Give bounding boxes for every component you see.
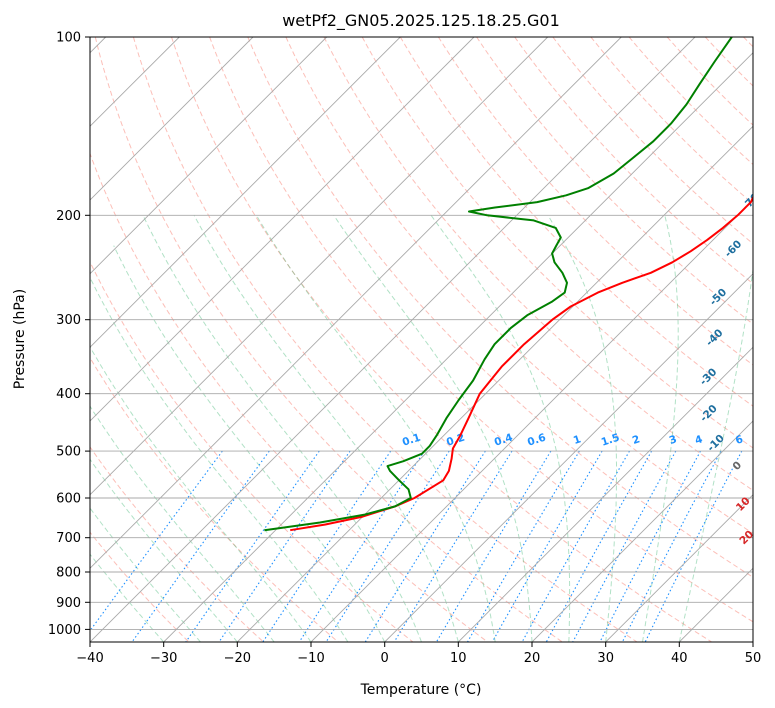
moist-adiabat-line [90,405,275,642]
mixing-ratio-line [545,450,653,642]
y-tick-label: 1000 [48,623,81,638]
mixing-ratio-label: 1.5 [600,432,621,449]
background-lines [90,37,753,642]
x-axis-title: Temperature (°C) [360,682,482,698]
y-tick-label: 800 [56,566,81,581]
dewpoint-profile-line [264,37,733,532]
isotherm-line [90,37,475,422]
moist-adiabat-line [430,215,571,642]
y-tick-label: 700 [56,531,81,546]
x-tick-label: 50 [745,651,762,666]
mixing-ratio-line [491,450,603,642]
mixing-ratio-line [218,450,351,642]
y-tick-label: 600 [56,492,81,507]
dry-adiabat-line [552,37,753,245]
isotherm-line [752,641,753,642]
y-tick-label: 100 [56,31,81,46]
isotherm-line [605,494,753,642]
x-tick-label: 0 [381,651,389,666]
dry-adiabat-line [132,37,638,642]
y-tick-label: 200 [56,209,81,224]
y-axis-title: Pressure (hPa) [12,289,28,389]
y-tick-label: 300 [56,313,81,328]
isotherm-line [90,37,254,201]
x-tick-label: −20 [224,651,251,666]
x-axis: −40 −30 −20 −10 0 10 20 30 40 50 [76,642,761,666]
isotherm-line [457,346,753,642]
x-tick-label: −10 [297,651,324,666]
mixing-ratio-line [393,450,513,642]
dry-adiabat-line [209,37,753,623]
mixing-ratio-line [521,450,630,642]
moist-adiabat-line [90,345,312,642]
plot-background [90,37,753,642]
mixing-ratio-line [185,450,320,642]
dry-adiabat-line [90,446,264,642]
dry-adiabat-line [628,37,753,166]
moist-adiabat-line [642,215,679,642]
moist-adiabat-line [255,215,496,642]
mixing-ratio-label: 3 [668,433,679,447]
mixing-ratio-label: 0.4 [493,432,514,449]
x-tick-label: 30 [597,651,614,666]
dry-adiabat-label: 30 [750,559,769,578]
isotherm-line [531,420,753,642]
dry-adiabat-line [323,37,753,491]
moist-adiabat-line [90,276,349,642]
mixing-ratio-line [572,450,677,642]
isotherm-line [236,125,753,642]
isotherm-line [163,52,753,642]
chart-title: wetPf2_GN05.2025.125.18.25.G01 [282,11,560,31]
isotherm-line [90,37,622,569]
mixing-ratio-line [599,450,701,642]
moist-adiabat-line [193,215,459,642]
isotherm-line [90,37,328,275]
y-axis: 100 200 300 400 500 600 700 800 900 1000 [48,31,90,638]
profile-lines [264,37,753,532]
x-tick-label: 40 [671,651,688,666]
mixing-ratio-line [435,450,552,642]
mixing-ratio-label: 8 [763,433,774,447]
mixing-ratio-label: 0.6 [526,432,547,449]
dry-adiabat-line [514,37,753,285]
dry-adiabat-label: 40 [765,589,775,608]
x-tick-label: −30 [150,651,177,666]
moist-adiabat-line [547,215,617,642]
mixing-ratio-line [364,450,486,642]
plot-frame [89,36,754,643]
mixing-ratio-line [131,450,270,642]
isotherm-line [310,199,753,642]
dry-adiabat-line [171,37,712,642]
isotherm-line [90,37,549,496]
x-tick-label: 20 [524,651,541,666]
dry-adiabat-line [247,37,753,578]
mixing-ratio-label: 6 [734,433,745,447]
mixing-ratio-label: 4 [693,433,704,447]
y-tick-label: 900 [56,596,81,611]
mixing-ratio-label: 2 [631,433,642,447]
x-tick-label: 10 [450,651,467,666]
dry-adiabat-line [437,37,753,366]
dry-adiabat-line [285,37,753,535]
isotherm-line [90,37,696,642]
x-tick-label: −40 [76,651,103,666]
mixing-ratio-label: 0.1 [401,432,422,449]
mixing-ratio-line [621,450,722,642]
y-tick-label: 400 [56,387,81,402]
y-tick-label: 500 [56,445,81,460]
temperature-profile-line [290,195,753,532]
mixing-ratio-line [467,450,580,642]
moist-adiabat-line [90,458,238,642]
dry-adiabat-line [399,37,753,407]
isotherm-line [90,37,401,348]
isotherm-line [384,273,753,642]
moist-adiabat-line [142,215,422,642]
isotherm-label: -80 [758,147,775,169]
moist-adiabat-line [678,265,753,642]
dry-adiabat-line [90,260,414,642]
mixing-ratio-label: 1 [572,433,583,447]
dry-adiabat-line [94,37,563,642]
moist-adiabat-line [113,245,386,642]
